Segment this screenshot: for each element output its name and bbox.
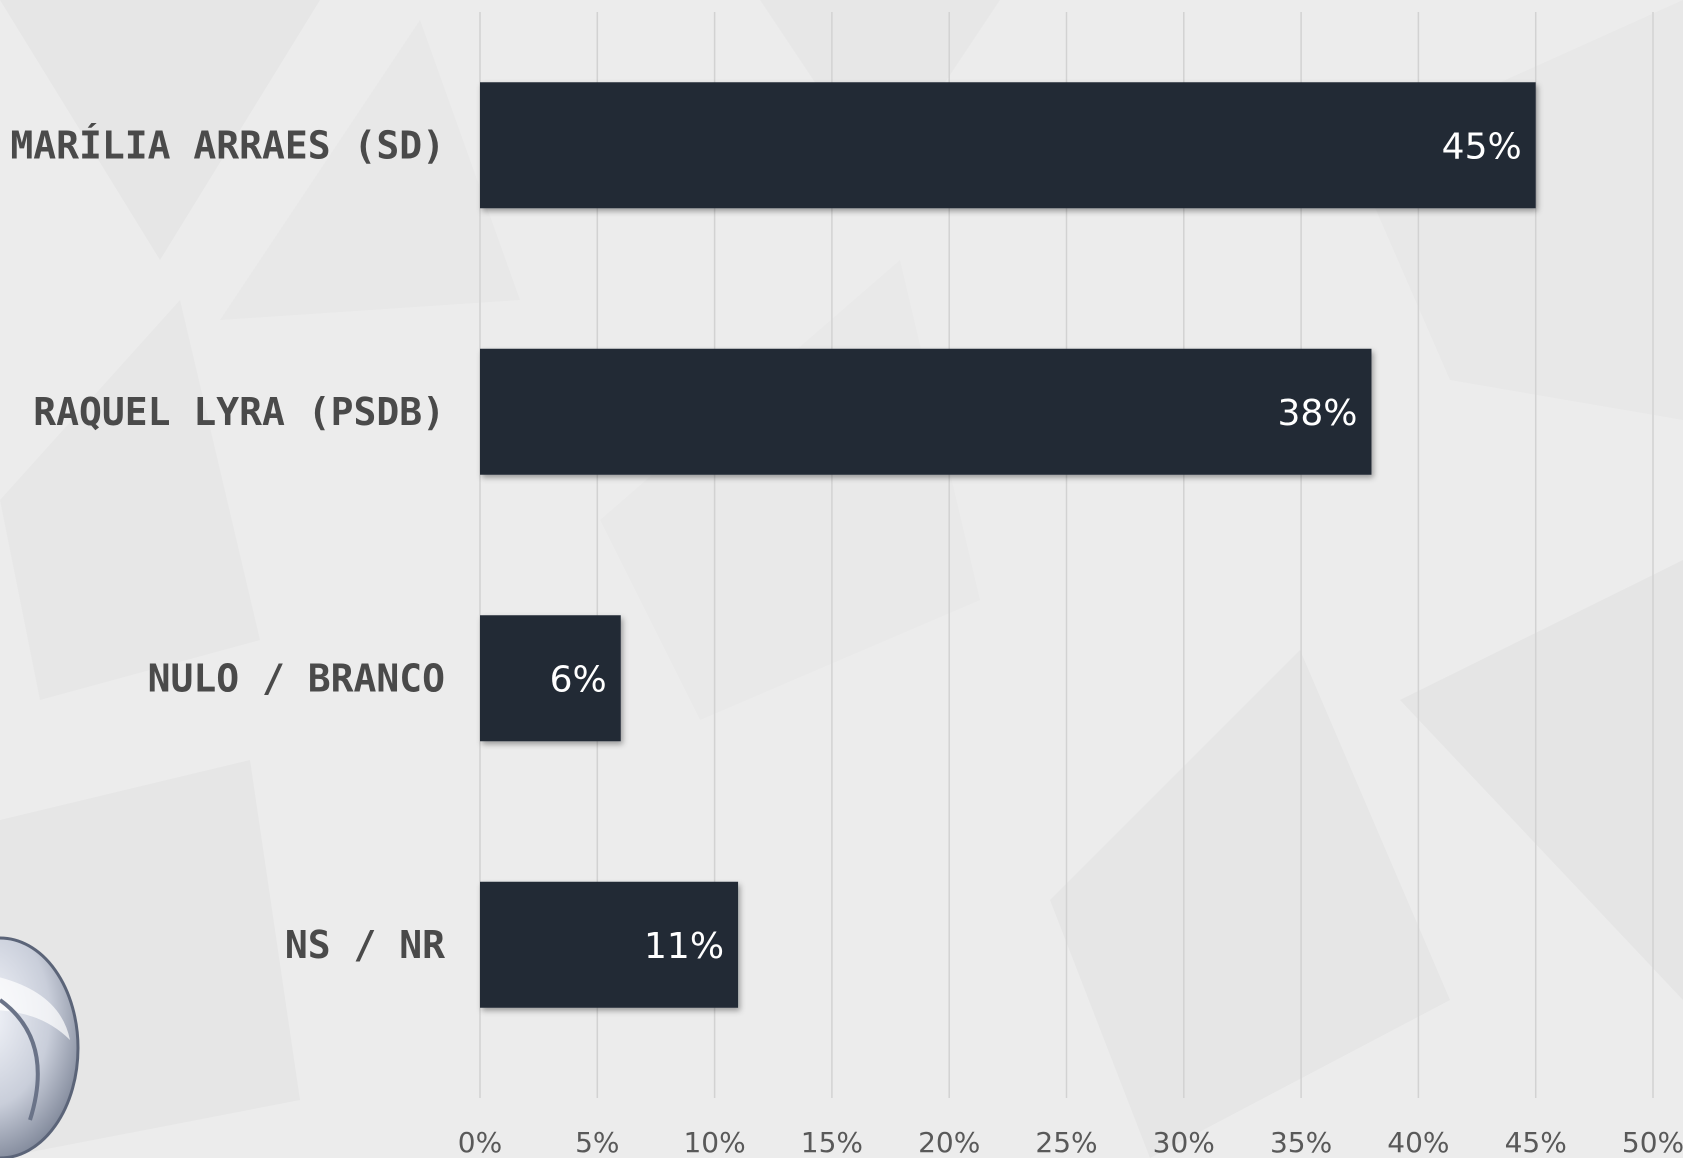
x-tick-label: 35% (1270, 1126, 1332, 1158)
x-tick-label: 15% (801, 1126, 863, 1158)
broadcaster-logo-icon (0, 936, 80, 1158)
bars: 45% 38% 6% 11% (480, 82, 1536, 1008)
x-tick-label: 40% (1387, 1126, 1449, 1158)
bar (480, 615, 621, 742)
bar-value-label: 6% (550, 659, 607, 700)
category-label: RAQUEL LYRA (PSDB) (33, 390, 445, 434)
category-label: MARÍLIA ARRAES (SD) (10, 123, 445, 167)
category-label: NULO / BRANCO (148, 656, 445, 700)
x-tick-label: 30% (1153, 1126, 1215, 1158)
category-label: NS / NR (285, 923, 445, 967)
category-labels: MARÍLIA ARRAES (SD) RAQUEL LYRA (PSDB) NUL… (10, 123, 445, 967)
x-tick-label: 25% (1035, 1126, 1097, 1158)
bar (480, 82, 1536, 209)
x-tick-label: 0% (458, 1126, 502, 1158)
x-tick-label: 5% (575, 1126, 619, 1158)
x-tick-label: 50% (1622, 1126, 1683, 1158)
x-tick-label: 45% (1505, 1126, 1567, 1158)
x-tick-label: 20% (918, 1126, 980, 1158)
x-axis-ticks: 0% 5% 10% 15% 20% 25% 30% 35% 40% 45% 50% (458, 1126, 1683, 1158)
x-tick-label: 10% (683, 1126, 745, 1158)
bar (480, 348, 1372, 475)
bar-value-label: 38% (1277, 393, 1357, 434)
bar-value-label: 11% (644, 926, 724, 967)
bar (480, 881, 739, 1008)
bar-value-label: 45% (1442, 126, 1522, 167)
